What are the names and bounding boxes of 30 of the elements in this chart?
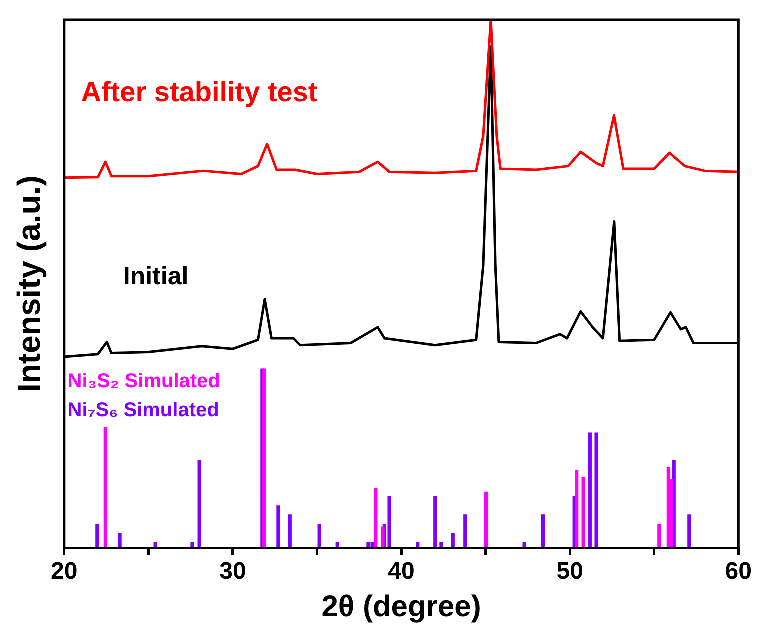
bar [288, 514, 292, 548]
bar [464, 514, 468, 548]
bar [658, 524, 662, 548]
bar [575, 470, 579, 548]
bar [96, 524, 100, 548]
x-tick-label: 20 [51, 558, 78, 586]
x-tick-label: 40 [388, 558, 415, 586]
text: Initial [123, 262, 189, 291]
x-tick-label: 30 [220, 558, 246, 586]
bar [104, 427, 108, 548]
x-tick-label: 60 [725, 558, 752, 586]
bar [588, 432, 592, 548]
bar [118, 533, 122, 548]
bar [582, 477, 586, 548]
bar [318, 524, 322, 548]
bar [434, 496, 438, 548]
text: Ni₃S₂ Simulated [68, 370, 220, 392]
bar [374, 488, 378, 548]
text: After stability test [81, 76, 318, 108]
bar [688, 514, 692, 548]
bar [484, 492, 488, 548]
text: Ni₇S₆ Simulated [68, 399, 220, 422]
x-axis-title: 2θ (degree) [322, 590, 482, 624]
x-tick-label: 50 [556, 558, 584, 586]
bar [381, 526, 385, 548]
bar [541, 514, 546, 548]
bar [276, 506, 280, 548]
y-axis-title: Intensity (a.u.) [11, 176, 48, 393]
bar [594, 432, 598, 548]
bar [198, 460, 202, 548]
